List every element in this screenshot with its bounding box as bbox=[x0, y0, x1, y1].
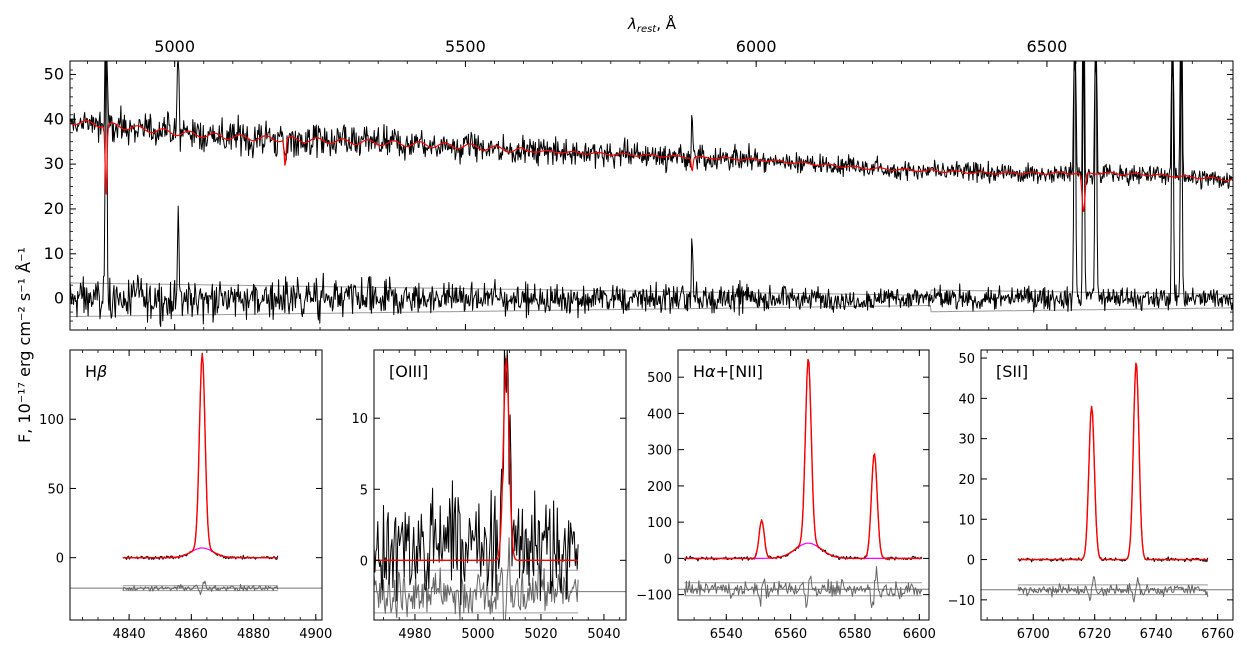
observed-spectrum bbox=[374, 350, 579, 606]
sub2-plot-area bbox=[374, 350, 626, 620]
x-tick-label: 5040 bbox=[587, 627, 620, 642]
x-tick-label: 4980 bbox=[398, 627, 431, 642]
x-tick-label: 6000 bbox=[736, 37, 777, 56]
x-tick-label: 6740 bbox=[1140, 627, 1173, 642]
sub3-plot-area bbox=[678, 358, 929, 609]
panel-label-suffix: +[NII] bbox=[716, 362, 763, 381]
x-tick-label: 6560 bbox=[774, 627, 807, 642]
y-tick-label: 100 bbox=[39, 413, 64, 428]
panel-label-prefix: H bbox=[85, 362, 97, 381]
x-axis-label-subscript: rest bbox=[637, 24, 657, 35]
x-axis-label-unit: , Å bbox=[656, 14, 677, 33]
y-tick-label: 400 bbox=[647, 407, 672, 422]
residual-spectrum bbox=[70, 61, 1233, 327]
y-tick-label: 10 bbox=[351, 412, 368, 427]
x-tick-label: 5500 bbox=[445, 37, 486, 56]
residual-spectrum bbox=[683, 566, 923, 609]
model-fit bbox=[122, 353, 278, 559]
y-tick-label: 0 bbox=[360, 554, 368, 569]
y-tick-label: 40 bbox=[44, 109, 64, 128]
model-fit bbox=[374, 357, 579, 561]
panel-label: Hβ bbox=[85, 362, 107, 381]
x-tick-label: 4860 bbox=[175, 627, 208, 642]
main-plot-area bbox=[70, 61, 1233, 327]
observed-spectrum bbox=[70, 61, 1233, 190]
sii-panel: 6700 6720 6740 6760 −10 0 10 20 30 40 50 [SII] bbox=[948, 349, 1234, 642]
panel-label-greek: α bbox=[705, 362, 716, 381]
panel-label: Hα+[NII] bbox=[693, 362, 763, 381]
y-tick-label: 0 bbox=[967, 554, 975, 569]
hbeta-panel: 4840 4860 4880 4900 0 50 100 Hβ bbox=[39, 349, 332, 642]
x-tick-label: 6700 bbox=[1017, 627, 1050, 642]
x-tick-label: 4840 bbox=[113, 627, 146, 642]
observed-spectrum bbox=[683, 359, 923, 562]
sub1-plot-area bbox=[70, 352, 322, 596]
y-tick-label: 50 bbox=[47, 482, 64, 497]
y-tick-label: 200 bbox=[647, 480, 672, 495]
y-axis-label: F, 10⁻¹⁷ erg cm⁻² s⁻¹ Å⁻¹ bbox=[15, 247, 34, 443]
x-tick-label: 6500 bbox=[1027, 37, 1068, 56]
panel-label-prefix: H bbox=[693, 362, 705, 381]
x-axis-label: λrest, Å bbox=[627, 14, 677, 35]
model-fit bbox=[1017, 362, 1208, 561]
x-tick-label: 6540 bbox=[710, 627, 743, 642]
residual-envelope-lower bbox=[70, 305, 1233, 318]
y-tick-label: 30 bbox=[958, 433, 975, 448]
axes-frame bbox=[980, 349, 1234, 621]
residual-spectrum bbox=[122, 580, 279, 596]
main-spectrum-panel: 5000 5500 6000 6500 0 10 20 30 40 50 λrest, Å bbox=[44, 14, 1234, 331]
x-tick-label: 6600 bbox=[903, 627, 936, 642]
y-tick-label: 20 bbox=[958, 473, 975, 488]
y-tick-label: 40 bbox=[958, 392, 975, 407]
y-tick-label: 30 bbox=[44, 154, 64, 173]
y-tick-label: 50 bbox=[44, 64, 64, 83]
y-tick-label: 5 bbox=[360, 483, 368, 498]
halpha-nii-panel: 6540 6560 6580 6600 −100 0 100 200 300 400 500 Hα+[… bbox=[636, 349, 936, 642]
axes-frame bbox=[373, 349, 627, 621]
residual-spectrum bbox=[1017, 576, 1209, 603]
x-tick-label: 4880 bbox=[237, 627, 270, 642]
oiii-panel: 4980 5000 5020 5040 0 5 10 [OIII] bbox=[351, 349, 627, 642]
x-tick-label: 6720 bbox=[1078, 627, 1111, 642]
x-tick-label: 5000 bbox=[461, 627, 494, 642]
x-axis-label-symbol: λ bbox=[627, 15, 637, 33]
x-tick-label: 6760 bbox=[1201, 627, 1234, 642]
x-tick-label: 4900 bbox=[299, 627, 332, 642]
x-tick-label: 6580 bbox=[838, 627, 871, 642]
y-tick-label: 0 bbox=[56, 552, 64, 567]
x-tick-label: 5000 bbox=[154, 37, 195, 56]
axes-frame bbox=[69, 349, 323, 621]
panel-label: [SII] bbox=[996, 362, 1028, 381]
x-tick-label: 5020 bbox=[524, 627, 557, 642]
y-tick-label: 300 bbox=[647, 444, 672, 459]
y-tick-label: −100 bbox=[636, 589, 672, 604]
y-tick-label: 50 bbox=[958, 352, 975, 367]
y-tick-label: 100 bbox=[647, 516, 672, 531]
y-tick-label: 20 bbox=[44, 199, 64, 218]
panel-label-greek: β bbox=[96, 362, 107, 381]
y-tick-label: 10 bbox=[44, 244, 64, 263]
axes-frame bbox=[69, 60, 1234, 331]
axes-frame bbox=[677, 349, 930, 621]
y-tick-label: 500 bbox=[647, 371, 672, 386]
residual-spectrum bbox=[374, 537, 579, 620]
y-tick-label: 0 bbox=[54, 289, 64, 308]
y-tick-label: −10 bbox=[948, 594, 975, 609]
model-fit bbox=[70, 119, 1233, 212]
broad-component bbox=[122, 547, 278, 559]
model-fit bbox=[684, 358, 922, 560]
y-tick-label: 0 bbox=[664, 552, 672, 567]
y-tick-label: 10 bbox=[958, 513, 975, 528]
observed-spectrum bbox=[1017, 362, 1209, 563]
panel-label: [OIII] bbox=[389, 362, 428, 381]
sub4-plot-area bbox=[981, 362, 1233, 603]
broad-component bbox=[684, 542, 922, 559]
